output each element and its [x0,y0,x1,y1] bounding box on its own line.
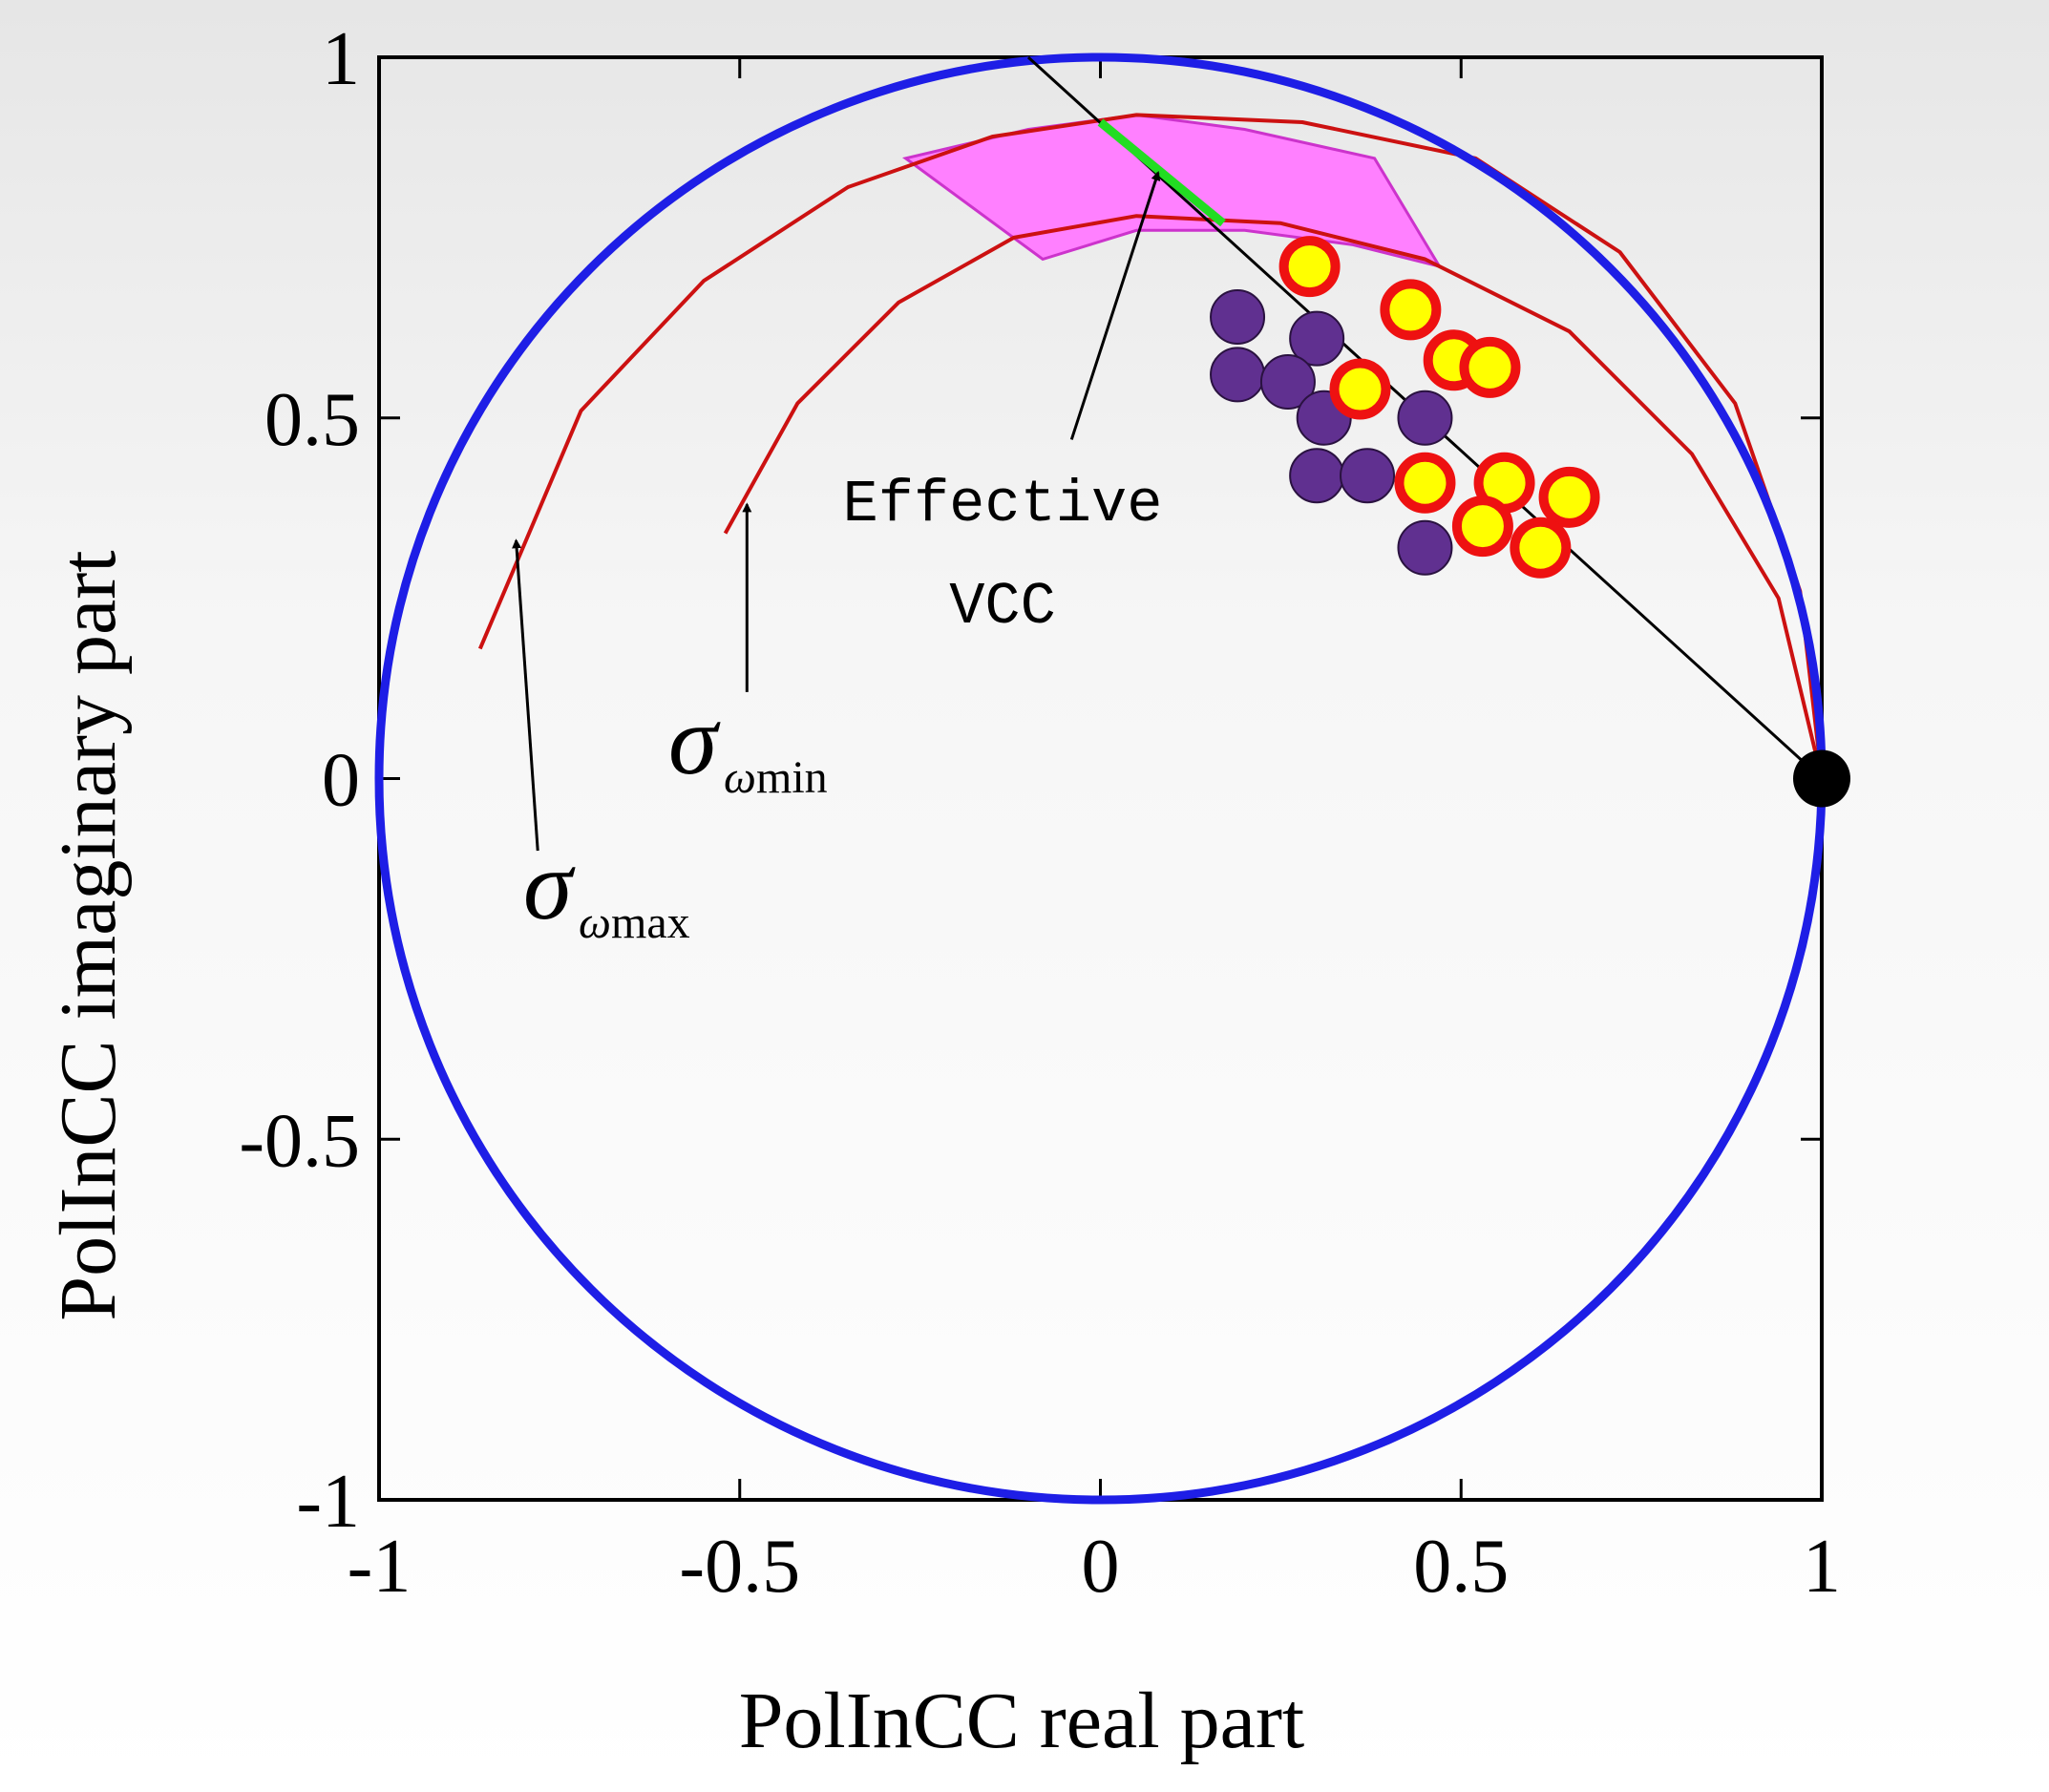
sigma-max-sub: max [611,897,690,948]
yellow-point [1510,517,1572,579]
yellow-point [1394,452,1456,514]
arcs-layer [477,113,1824,779]
y-tick-label: 1 [322,17,360,101]
plot-frame [377,55,1824,1502]
x-tick-label: 1 [1803,1525,1841,1609]
effective-vcc-label-line2: VCC [949,573,1056,641]
purple-point [1259,353,1316,410]
x-tick-label: -0.5 [679,1525,800,1609]
sigma-min-omega: ω [724,752,756,803]
purple-point [1340,448,1396,504]
reference-point [1793,749,1850,808]
x-tick-label: 0.5 [1413,1525,1509,1609]
y-axis-title: PolInCC imaginary part [44,550,133,1320]
sigma-max-arc [477,113,1824,779]
yellow-point [1278,236,1341,298]
effective-vcc-label-line1: Effective [843,471,1163,538]
purple-point [1289,448,1345,504]
sigma-max-omega: ω [579,897,611,948]
x-axis-title: PolInCC real part [739,1676,1305,1765]
sigma-min-symbol: σ [668,685,721,795]
y-tick-label: -1 [296,1460,360,1544]
ticks: -1 -0.5 0 0.5 1 -1 -0.5 0 0.5 1 [239,17,1841,1609]
yellow-point [1329,358,1391,420]
sigma-max-arrow [512,538,539,852]
x-tick-label: 0 [1082,1525,1120,1609]
sigma-min-arc [723,214,1824,779]
purple-point [1397,519,1453,576]
sigma-min-sub: min [756,752,828,803]
unit-circle [374,53,1827,1505]
effective-vcc-segment [1097,118,1226,227]
unit-circle-layer [374,53,1827,1505]
yellow-point [1538,466,1600,528]
y-tick-label: 0.5 [264,378,360,462]
purple-point [1210,288,1266,345]
sigma-max-symbol: σ [523,831,576,940]
points-layer [1210,236,1850,808]
y-tick-label: -0.5 [239,1099,360,1183]
purple-point [1289,310,1345,367]
yellow-point [1451,495,1513,558]
x-tick-label: -1 [348,1525,412,1609]
yellow-point [1380,279,1442,341]
purple-point [1397,390,1453,446]
yellow-point [1459,336,1521,398]
y-tick-label: 0 [322,739,360,823]
purple-point [1210,347,1266,403]
effective-vcc-arrow [1069,170,1161,440]
